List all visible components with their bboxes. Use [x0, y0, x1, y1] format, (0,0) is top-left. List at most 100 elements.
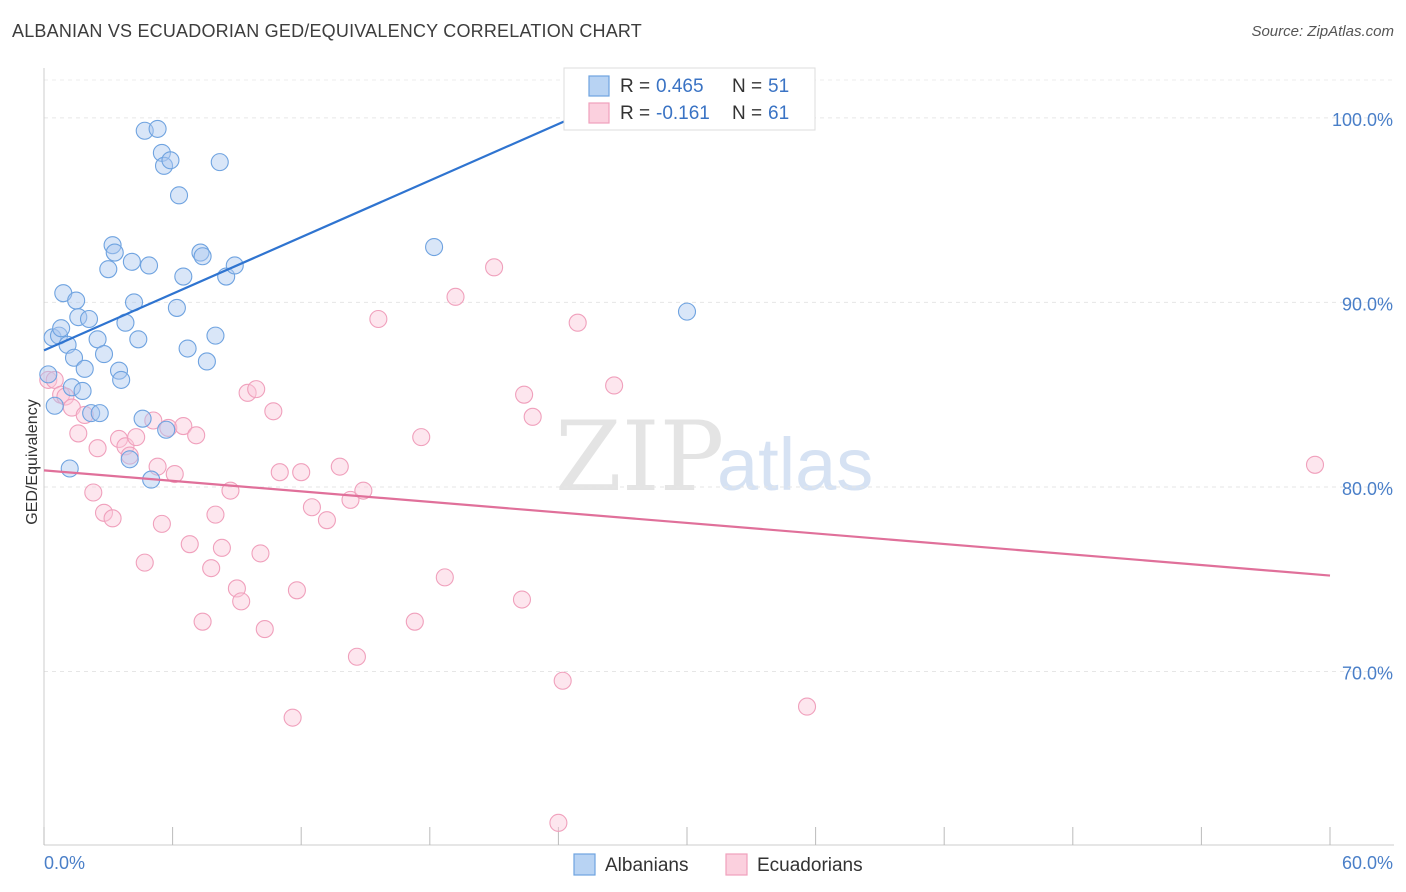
ecuadorian-point [446, 287, 465, 306]
ecuadorian-point [287, 581, 306, 600]
albanian-point [161, 151, 180, 170]
ecuadorians-n-value: 61 [768, 103, 789, 124]
albanian-point [139, 256, 159, 275]
ecuadorian-point [247, 380, 266, 399]
albanian-point [129, 330, 148, 349]
albanian-point [90, 404, 109, 423]
ecuadorian-point [193, 612, 212, 631]
ecuadorian-point [605, 376, 624, 395]
ecuadorian-point [523, 407, 542, 426]
chart-title: ALBANIAN VS ECUADORIAN GED/EQUIVALENCY C… [12, 21, 643, 41]
ecuadorian-point [174, 416, 193, 436]
ecuadorian-point [1305, 455, 1325, 474]
albanian-point [425, 237, 444, 257]
y-tick-label: 70.0% [1342, 664, 1393, 684]
watermark-atlas: atlas [717, 423, 873, 506]
ecuadorian-point [292, 463, 311, 482]
ecuadorian-point [39, 370, 58, 389]
ecuadorian-point [180, 535, 199, 554]
albanian-point [174, 267, 193, 286]
ecuadorian-point [88, 439, 107, 458]
ecuadorian-point [302, 498, 321, 517]
albanian-point [79, 309, 99, 329]
x-tick-label-min: 0.0% [44, 853, 85, 873]
ecuadorians-swatch [588, 102, 610, 124]
albanian-point [52, 319, 71, 338]
legend-albanians-label: Albanians [605, 855, 688, 876]
watermark-zip: ZIP [555, 401, 724, 513]
ecuadorian-point [553, 671, 572, 690]
y-tick-label: 80.0% [1342, 479, 1393, 499]
albanian-point [148, 119, 167, 138]
ecuadorian-point [187, 426, 206, 445]
y-tick-label: 90.0% [1342, 294, 1393, 314]
ecuadorian-point [568, 313, 587, 332]
ecuadorian-point [412, 428, 431, 447]
ecuadorian-point [512, 590, 532, 609]
ecuadorian-point [549, 813, 568, 832]
albanian-point [122, 252, 141, 271]
albanian-point [193, 247, 212, 266]
ecuadorian-point [232, 592, 251, 611]
ecuadorians-n-label: N = [732, 103, 762, 124]
ecuadorian-point [330, 457, 349, 476]
legend-albanians-swatch [573, 853, 596, 876]
source-label: Source: ZipAtlas.com [1251, 23, 1394, 40]
albanian-point [120, 450, 139, 469]
albanian-point [73, 381, 92, 401]
ecuadorian-point [212, 538, 231, 557]
ecuadorian-point [317, 511, 336, 530]
ecuadorian-point [255, 620, 274, 639]
ecuadorian-point [369, 309, 388, 329]
albanian-point [112, 370, 131, 389]
albanian-point [64, 348, 84, 367]
albanian-point [167, 298, 186, 317]
albanians-n-label: N = [732, 76, 762, 97]
ecuadorian-point [251, 544, 270, 563]
ecuadorian-point [797, 697, 817, 716]
albanian-point [94, 345, 114, 364]
y-tick-label: 100.0% [1332, 110, 1393, 130]
series-legend: Albanians Ecuadorians [573, 853, 863, 876]
x-axis-ticks [43, 827, 1331, 845]
ecuadorian-point [354, 481, 373, 500]
gridlines [44, 79, 1394, 673]
albanian-point [169, 186, 189, 205]
albanian-point [206, 326, 225, 345]
ecuadorians-r-label: R = [620, 103, 650, 124]
albanian-point [60, 459, 79, 478]
albanian-point [45, 396, 64, 415]
ecuadorian-point [94, 503, 114, 522]
ecuadorian-point [165, 464, 184, 484]
ecuadorians-r-value: -0.161 [656, 103, 710, 124]
albanians-r-label: R = [620, 76, 650, 97]
albanian-point [62, 378, 81, 397]
albanian-point [133, 409, 152, 428]
ecuadorian-point [152, 514, 171, 533]
albanian-point [210, 153, 229, 172]
ecuadorian-point [202, 559, 221, 578]
albanian-point [157, 420, 176, 439]
y-axis-title: GED/Equivalency [24, 399, 41, 524]
albanian-point [67, 291, 86, 310]
ecuadorian-point [75, 405, 94, 425]
ecuadorians-trend-line [43, 469, 1331, 577]
albanian-point [105, 243, 124, 262]
ecuadorian-point [515, 385, 534, 404]
albanian-point [178, 339, 197, 358]
albanians-n-value: 51 [768, 76, 789, 97]
legend-ecuadorians-label: Ecuadorians [757, 855, 863, 876]
ecuadorian-point [283, 708, 302, 727]
ecuadorian-point [270, 463, 289, 482]
albanians-r-value: 0.465 [656, 76, 704, 97]
legend-ecuadorians-swatch [725, 853, 748, 876]
ecuadorian-point [84, 483, 103, 502]
ecuadorian-point [135, 553, 154, 572]
albanians-trend-line [43, 94, 624, 352]
albanian-point [99, 260, 118, 279]
ecuadorian-point [264, 402, 283, 421]
stats-legend: R = 0.465 N = 51 R = -0.161 N = 61 [563, 67, 816, 131]
ecuadorian-point [103, 509, 122, 528]
albanian-point [39, 365, 58, 384]
